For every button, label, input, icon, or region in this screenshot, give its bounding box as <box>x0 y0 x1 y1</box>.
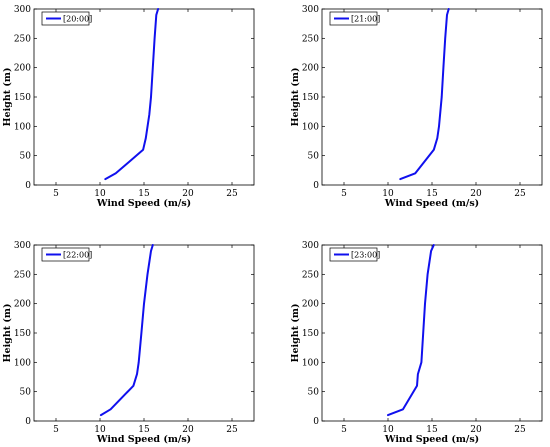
x-tick-label: 10 <box>382 189 394 199</box>
y-tick-label: 0 <box>313 417 319 427</box>
y-tick-label: 150 <box>14 329 31 339</box>
y-tick-label: 300 <box>14 5 31 15</box>
plot-area-frame <box>33 8 255 186</box>
x-axis-title: Wind Speed (m/s) <box>384 198 479 209</box>
y-tick-label: 250 <box>302 34 319 44</box>
x-axis-title: Wind Speed (m/s) <box>96 434 191 445</box>
y-tick-label: 0 <box>25 417 31 427</box>
x-tick-label: 5 <box>53 189 59 199</box>
y-axis-title: Height (m) <box>290 304 301 363</box>
x-tick-label: 25 <box>226 425 238 435</box>
x-tick-label: 10 <box>94 189 106 199</box>
legend-label: [23:00] <box>351 251 380 260</box>
x-tick-label: 5 <box>341 189 347 199</box>
y-tick-label: 50 <box>308 388 320 398</box>
x-axis-title: Wind Speed (m/s) <box>384 434 479 445</box>
x-tick-label: 15 <box>426 425 438 435</box>
y-axis-title: Height (m) <box>2 304 13 363</box>
series-line <box>387 244 435 417</box>
x-tick-label: 20 <box>182 189 194 199</box>
y-tick-label: 250 <box>14 270 31 280</box>
y-axis-title: Height (m) <box>2 68 13 127</box>
x-tick-label: 15 <box>426 189 438 199</box>
legend-label: [21:00] <box>351 15 380 24</box>
x-tick-label: 10 <box>382 425 394 435</box>
y-tick-label: 150 <box>302 329 319 339</box>
y-tick-label: 100 <box>14 122 31 132</box>
x-tick-label: 20 <box>470 425 482 435</box>
plot-area-frame <box>321 8 543 186</box>
y-tick-label: 200 <box>14 64 31 74</box>
y-tick-label: 50 <box>20 152 32 162</box>
x-tick-label: 15 <box>138 189 150 199</box>
y-tick-label: 200 <box>302 300 319 310</box>
x-tick-label: 10 <box>94 425 106 435</box>
y-tick-label: 150 <box>302 93 319 103</box>
y-tick-label: 0 <box>313 181 319 191</box>
x-axis-title: Wind Speed (m/s) <box>96 198 191 209</box>
y-tick-label: 300 <box>14 241 31 251</box>
x-tick-label: 20 <box>182 425 194 435</box>
legend-box <box>329 247 378 262</box>
y-tick-label: 100 <box>302 122 319 132</box>
plot-area-frame <box>321 244 543 422</box>
series-line <box>104 8 160 181</box>
y-tick-label: 250 <box>14 34 31 44</box>
series-line <box>99 244 154 417</box>
y-tick-label: 300 <box>302 5 319 15</box>
y-tick-label: 0 <box>25 181 31 191</box>
x-tick-label: 5 <box>53 425 59 435</box>
x-tick-label: 25 <box>514 425 526 435</box>
series-line <box>399 8 450 181</box>
y-tick-label: 50 <box>308 152 320 162</box>
y-tick-label: 100 <box>302 358 319 368</box>
y-tick-label: 150 <box>14 93 31 103</box>
legend-box <box>41 247 90 262</box>
x-tick-label: 15 <box>138 425 150 435</box>
x-tick-label: 25 <box>226 189 238 199</box>
x-tick-label: 5 <box>341 425 347 435</box>
legend-box <box>329 11 378 26</box>
y-tick-label: 200 <box>302 64 319 74</box>
x-tick-label: 20 <box>470 189 482 199</box>
y-tick-label: 300 <box>302 241 319 251</box>
y-axis-title: Height (m) <box>290 68 301 127</box>
legend-label: [20:00] <box>63 15 92 24</box>
y-tick-label: 250 <box>302 270 319 280</box>
legend-label: [22:00] <box>63 251 92 260</box>
legend-box <box>41 11 90 26</box>
x-tick-label: 25 <box>514 189 526 199</box>
plot-area-frame <box>33 244 255 422</box>
y-tick-label: 200 <box>14 300 31 310</box>
y-tick-label: 100 <box>14 358 31 368</box>
y-tick-label: 50 <box>20 388 32 398</box>
